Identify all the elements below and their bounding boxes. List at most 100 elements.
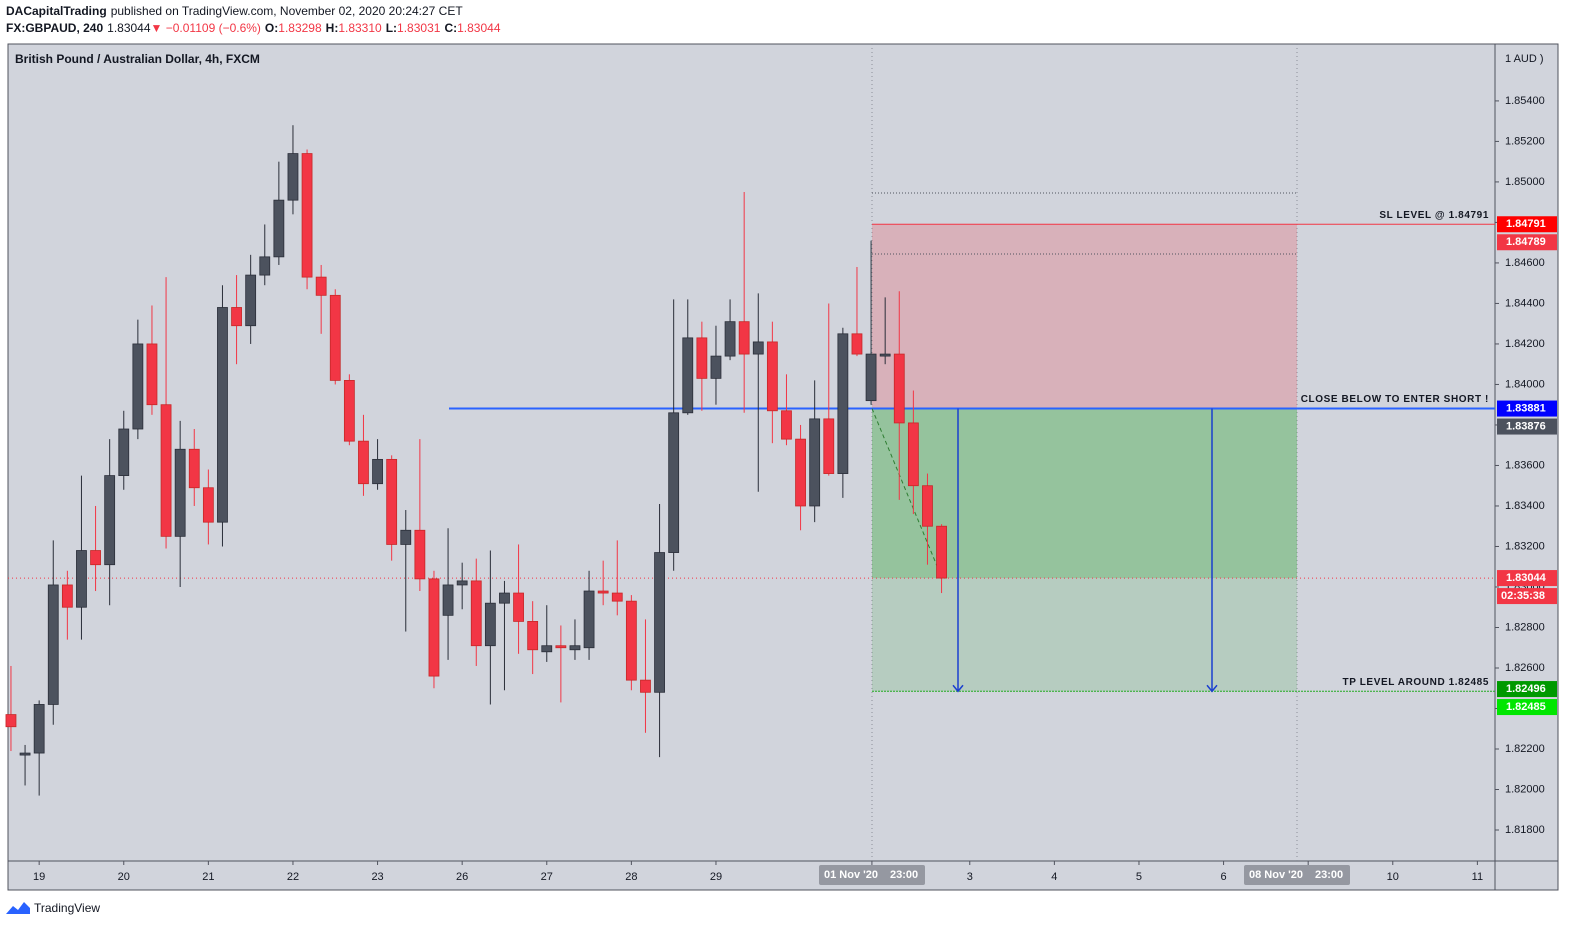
y-tick-label: 1.85000 <box>1505 176 1545 188</box>
candle-body <box>456 580 468 586</box>
change: ▼ −0.01109 (−0.6%) <box>151 21 261 35</box>
price-tag-label: 1.82496 <box>1506 683 1546 695</box>
candle-body <box>428 578 440 677</box>
candle-body <box>597 590 609 594</box>
countdown-tag <box>1497 588 1557 605</box>
candle-body <box>541 645 553 653</box>
candle-body <box>343 379 355 442</box>
candle-body <box>301 153 313 278</box>
candle-body <box>231 307 242 327</box>
profit-zone <box>872 578 1297 692</box>
position-zones <box>872 224 1297 692</box>
price-tag-label: 1.83044 <box>1506 572 1547 584</box>
price-tag <box>1497 570 1557 587</box>
y-tick-label: 1.82600 <box>1505 662 1545 674</box>
candle-body <box>513 592 524 622</box>
price-tag <box>1497 400 1557 417</box>
x-tick-label: 11 <box>1472 871 1483 883</box>
candle-body <box>809 418 821 507</box>
ohlc-value: 1.83310 <box>338 21 382 35</box>
x-tick-label: 27 <box>541 871 553 883</box>
candle-body <box>442 584 454 616</box>
ohlc-value: 1.83044 <box>457 21 501 35</box>
annotation: SL LEVEL @ 1.84791 <box>1379 210 1489 221</box>
price-tag-label: 1.84791 <box>1506 218 1546 230</box>
y-tick-label: 1.85200 <box>1505 135 1545 147</box>
price-tag <box>1497 216 1557 233</box>
candle-body <box>795 438 806 507</box>
candle-body <box>710 355 722 379</box>
candle-body <box>640 679 651 693</box>
candle-body <box>33 704 45 754</box>
last: 1.83044 <box>107 21 151 35</box>
y-tick-label: 1.83400 <box>1505 500 1545 512</box>
candle-body <box>484 602 496 647</box>
candle-body <box>936 525 947 579</box>
currency: 1 AUD ) <box>1505 53 1544 65</box>
x-tick-label: 6 <box>1221 871 1227 883</box>
candle-body <box>287 153 299 201</box>
price-tag-label: 1.83876 <box>1506 420 1546 432</box>
date-bubble-time: 23:00 <box>1315 869 1343 881</box>
countdown: 02:35:38 <box>1501 590 1545 602</box>
logo-icon <box>6 902 30 914</box>
trend-line <box>871 408 943 579</box>
price-tag-label: 1.82485 <box>1506 701 1546 713</box>
annotation: TP LEVEL AROUND 1.82485 <box>1343 677 1489 688</box>
candle-body <box>146 343 158 406</box>
candle-body <box>386 458 398 545</box>
y-tick-label: 1.82200 <box>1505 743 1545 755</box>
candle-body <box>499 592 510 604</box>
candle-body <box>90 550 101 566</box>
ohlc-label: L: <box>386 21 397 35</box>
y-tick-label: 1.83600 <box>1505 459 1545 471</box>
y-tick-label: 1.83200 <box>1505 540 1545 552</box>
candle-body <box>104 475 116 566</box>
candle-body <box>766 341 778 412</box>
candle-body <box>583 590 595 649</box>
profit-zone-filled <box>872 408 1297 579</box>
candle-body <box>273 199 285 258</box>
y-tick-label: 1.84000 <box>1505 378 1545 390</box>
candle-body <box>358 440 369 485</box>
published: published on TradingView.com, November 0… <box>111 4 464 18</box>
ohlc-value: 1.83031 <box>397 21 441 35</box>
candle-body <box>372 458 383 485</box>
candle-body <box>781 410 792 440</box>
x-tick-label: 5 <box>1136 871 1142 883</box>
y-tick-label: 1.84400 <box>1505 297 1545 309</box>
candle-body <box>893 353 905 424</box>
author: DACapitalTrading <box>6 4 107 18</box>
symbol-line: FX:GBPAUD, 240 1.83044▼ −0.01109 (−0.6%) O… <box>6 21 501 35</box>
x-tick-label: 3 <box>967 871 973 883</box>
price-tag <box>1497 234 1557 251</box>
candle-body <box>47 584 59 705</box>
candle-body <box>654 552 665 693</box>
chart-panel <box>7 43 1559 891</box>
symbol: FX:GBPAUD, 240 <box>6 21 103 35</box>
candle-body <box>174 448 186 537</box>
brand: TradingView <box>34 901 100 915</box>
candle-body <box>569 645 581 651</box>
y-tick-label: 1.84200 <box>1505 338 1545 350</box>
y-tick-label: 1.84600 <box>1505 257 1545 269</box>
chart-title: British Pound / Australian Dollar, 4h, F… <box>15 52 260 66</box>
candle-body <box>160 404 172 537</box>
arrow-head <box>1206 684 1218 693</box>
candle-body <box>823 418 835 474</box>
annotation: CLOSE BELOW TO ENTER SHORT ! <box>1301 394 1489 405</box>
price-tag <box>1497 418 1557 435</box>
candle-body <box>682 337 694 414</box>
ohlc-label: C: <box>444 21 457 35</box>
x-tick-label: 26 <box>456 871 468 883</box>
candle-body <box>19 752 31 756</box>
candle-body <box>414 529 426 580</box>
x-tick-label: 20 <box>118 871 130 883</box>
candle-body <box>259 256 271 276</box>
candle-body <box>879 353 891 357</box>
price-tag <box>1497 699 1557 716</box>
candle-body <box>118 428 130 476</box>
ohlc-value: 1.83298 <box>278 21 322 35</box>
x-tick-label: 23 <box>371 871 383 883</box>
